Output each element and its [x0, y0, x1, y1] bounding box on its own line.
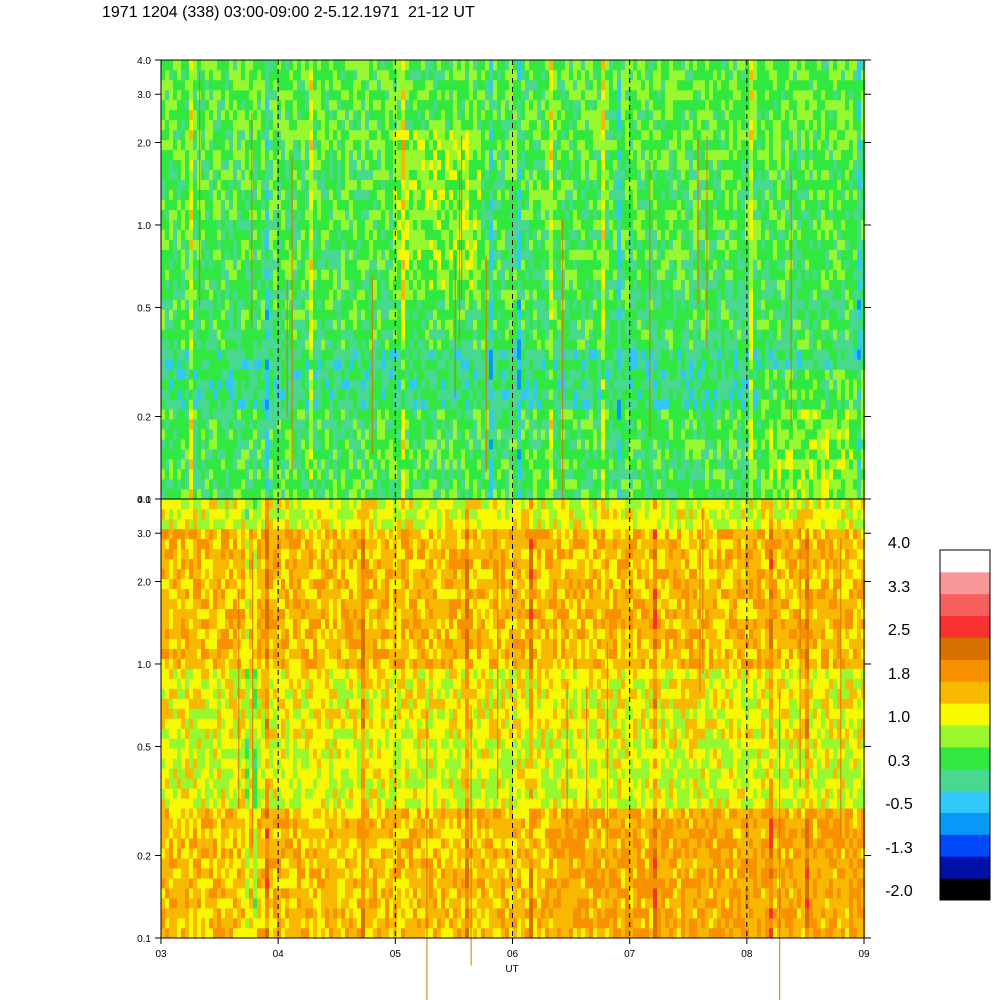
x-tick-label: 06 — [507, 949, 519, 960]
x-tick-label: 09 — [858, 949, 870, 960]
colorbar-frame — [939, 549, 991, 901]
colorbar-swatch — [940, 746, 990, 770]
colorbar-label: 4.0 — [887, 535, 911, 552]
y-tick-label: 0.5 — [137, 742, 151, 753]
colorbar-swatch — [940, 878, 990, 901]
y-tick-label: 2.0 — [137, 577, 151, 588]
colorbar-swatch — [940, 790, 990, 813]
colorbar-label: 2.5 — [887, 622, 911, 639]
colorbar-label: -1.3 — [885, 839, 913, 857]
colorbar-label: 1.8 — [887, 665, 911, 683]
y-tick-label: 3.0 — [137, 529, 151, 540]
y-tick-label: 0.1 — [137, 495, 151, 506]
colorbar-swatch — [940, 615, 990, 638]
colorbar-label: 1.0 — [887, 709, 911, 726]
colorbar — [939, 549, 991, 901]
y-tick-label: 4.0 — [137, 495, 151, 506]
y-tick-label: 0.2 — [137, 413, 151, 424]
colorbar-swatch — [940, 550, 990, 573]
y-tick-label: 0.1 — [137, 934, 151, 945]
colorbar-swatch — [940, 681, 990, 704]
x-tick-label: 03 — [155, 949, 167, 960]
y-tick-label: 1.0 — [137, 660, 151, 671]
colorbar-swatch — [940, 812, 990, 835]
colorbar-label: 3.3 — [887, 578, 911, 596]
colorbar-swatch — [940, 768, 990, 792]
colorbar-swatch — [940, 856, 990, 879]
axes: 0.10.20.51.02.03.04.00.10.20.51.02.03.04… — [137, 56, 871, 975]
x-axis-label: UT — [505, 964, 518, 975]
lower-panel-heatmap — [161, 499, 866, 1000]
x-tick-label: 07 — [624, 949, 636, 960]
x-tick-label: 08 — [741, 949, 753, 960]
colorbar-swatch — [940, 834, 990, 857]
y-tick-label: 0.5 — [137, 303, 151, 314]
colorbar-swatch — [940, 703, 990, 726]
colorbar-swatch — [940, 571, 990, 595]
y-tick-label: 3.0 — [137, 90, 151, 101]
y-tick-label: 0.2 — [137, 852, 151, 863]
chart-title: 1971 1204 (338) 03:00-09:00 2-5.12.1971 … — [102, 4, 475, 21]
colorbar-label: 0.3 — [887, 752, 911, 770]
upper-panel-heatmap — [161, 60, 866, 532]
colorbar-swatch — [940, 637, 990, 660]
y-tick-label: 2.0 — [137, 138, 151, 149]
y-tick-label: 4.0 — [137, 56, 151, 67]
colorbar-swatch — [940, 593, 990, 617]
x-tick-label: 05 — [390, 949, 402, 960]
colorbar-swatch — [940, 725, 990, 748]
colorbar-label: -2.0 — [885, 883, 913, 900]
colorbar-swatch — [940, 659, 990, 682]
y-tick-label: 1.0 — [137, 221, 151, 232]
colorbar-label: -0.5 — [885, 796, 913, 813]
x-tick-label: 04 — [273, 949, 285, 960]
